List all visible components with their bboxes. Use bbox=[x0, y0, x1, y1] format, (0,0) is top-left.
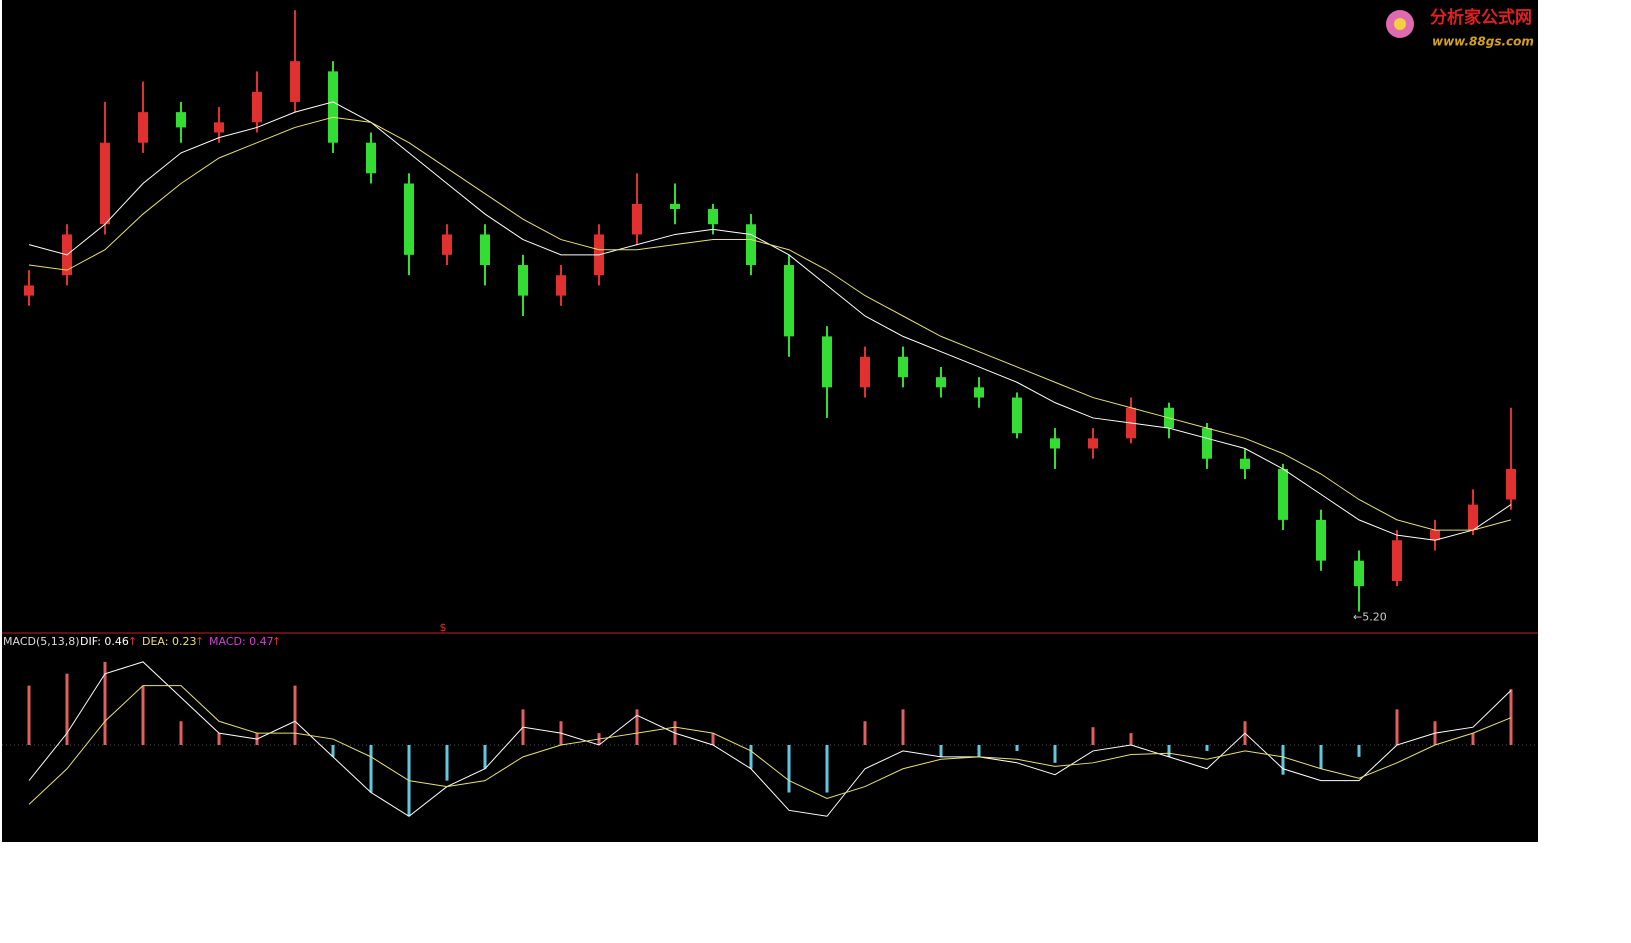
candle-body bbox=[1240, 458, 1250, 469]
ma-line bbox=[28, 685, 1512, 805]
candle-body bbox=[1506, 468, 1516, 500]
logo: 分析家公式网 www.88gs.com bbox=[1386, 7, 1534, 49]
candle-body bbox=[746, 224, 756, 266]
candle-body bbox=[1354, 560, 1364, 587]
candle-body bbox=[24, 285, 34, 296]
candle-body bbox=[290, 61, 300, 102]
candle-body bbox=[366, 142, 376, 174]
candle-body bbox=[670, 203, 680, 209]
dea-label: DEA: 0.23 bbox=[142, 635, 196, 648]
candle-body bbox=[252, 91, 262, 123]
candle-body bbox=[898, 356, 908, 378]
dif-label: DIF: 0.46 bbox=[80, 635, 129, 648]
candle-body bbox=[214, 122, 224, 133]
candle-body bbox=[822, 336, 832, 388]
candle-body bbox=[138, 112, 148, 143]
logo-title: 分析家公式网 bbox=[1430, 7, 1532, 28]
candle-body bbox=[556, 275, 566, 296]
candle-body bbox=[1012, 397, 1022, 434]
candle-body bbox=[328, 71, 338, 143]
candle-body bbox=[1202, 428, 1212, 459]
candle-body bbox=[480, 234, 490, 266]
candle-body bbox=[404, 183, 414, 255]
candle-body bbox=[784, 265, 794, 337]
candle-body bbox=[442, 234, 452, 255]
candle-body bbox=[632, 203, 642, 235]
candle-body bbox=[1050, 438, 1060, 449]
candle-body bbox=[1430, 530, 1440, 541]
arrow: ↑ bbox=[128, 635, 137, 648]
arrow: ↑ bbox=[195, 635, 204, 648]
candle-body bbox=[1278, 468, 1288, 520]
logo-url: www.88gs.com bbox=[1432, 35, 1534, 49]
candle-body bbox=[974, 387, 984, 398]
marker: $ bbox=[440, 621, 447, 634]
candle-body bbox=[936, 377, 946, 388]
candle-body bbox=[100, 142, 110, 225]
candle-body bbox=[860, 356, 870, 388]
candle-body bbox=[1316, 519, 1326, 561]
low-annotation: ←5.20 bbox=[1353, 611, 1387, 624]
macd-title: MACD(5,13,8) bbox=[3, 635, 80, 648]
macd-label: MACD: 0.47 bbox=[209, 635, 274, 648]
candle-body bbox=[708, 208, 718, 225]
ma-line bbox=[28, 661, 1512, 817]
logo-flower-center bbox=[1394, 18, 1406, 30]
ma-line bbox=[28, 116, 1512, 531]
candle-body bbox=[1468, 504, 1478, 531]
arrow: ↑ bbox=[272, 635, 281, 648]
candle-body bbox=[1392, 540, 1402, 582]
chart-bg bbox=[2, 0, 1538, 842]
candle-body bbox=[176, 112, 186, 128]
candle-body bbox=[1088, 438, 1098, 449]
candle-body bbox=[518, 265, 528, 296]
